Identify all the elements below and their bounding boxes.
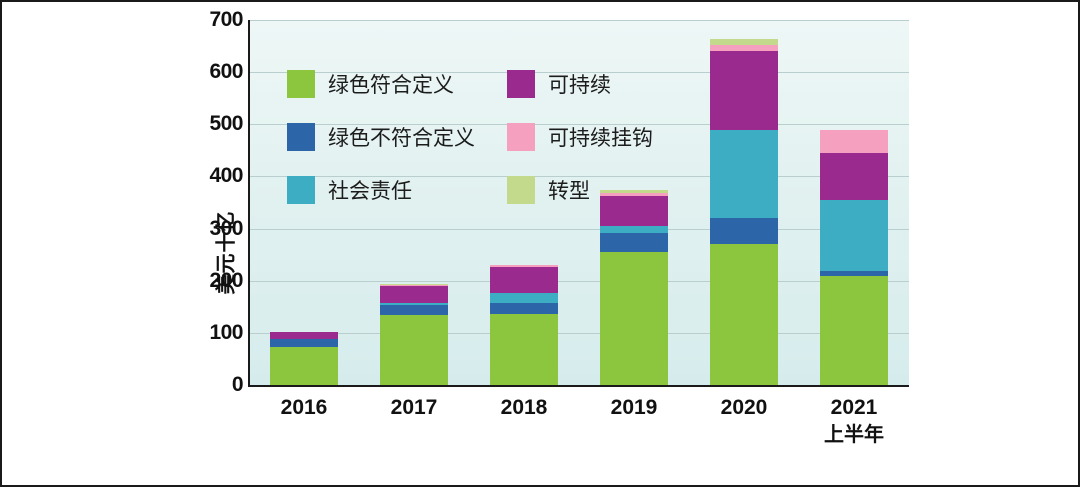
bar-segment-2021-可持续[interactable] xyxy=(820,153,888,200)
bar-2020[interactable] xyxy=(710,39,778,385)
bar-segment-2017-可持续[interactable] xyxy=(380,286,448,303)
y-axis-title: 美元十亿 xyxy=(215,210,238,295)
bar-segment-2019-转型[interactable] xyxy=(600,190,668,193)
bar-segment-2021-社会责任[interactable] xyxy=(820,199,888,272)
bar-segment-2019-可持续挂钩[interactable] xyxy=(600,192,668,197)
legend-item-可持续挂钩[interactable]: 可持续挂钩 xyxy=(507,122,707,152)
bar-segment-2019-可持续[interactable] xyxy=(600,196,668,226)
x-tick-main: 2016 xyxy=(280,396,328,419)
gridline-600 xyxy=(249,72,909,74)
bar-segment-2020-绿色符合定义[interactable] xyxy=(710,244,778,385)
legend-swatch-icon xyxy=(287,69,315,98)
bar-segment-2018-绿色符合定义[interactable] xyxy=(490,313,558,385)
bar-segment-2019-社会责任[interactable] xyxy=(600,225,668,233)
bar-segment-2019-绿色不符合定义[interactable] xyxy=(600,232,668,252)
bar-segment-2017-可持续挂钩[interactable] xyxy=(380,284,448,287)
bar-segment-2018-可持续[interactable] xyxy=(490,266,558,293)
x-tick-label-2017: 2017 xyxy=(359,394,469,422)
x-tick-label-2021: 2021 上半年 xyxy=(799,394,909,449)
x-tick-main: 2020 xyxy=(720,396,768,419)
gridline-200 xyxy=(249,280,909,282)
legend-item-绿色不符合定义[interactable]: 绿色不符合定义 xyxy=(287,122,487,152)
bar-segment-2020-社会责任[interactable] xyxy=(710,129,778,219)
x-tick-sub: 上半年 xyxy=(824,424,884,447)
x-tick-label-2018: 2018 xyxy=(469,394,579,422)
bar-segment-2020-可持续[interactable] xyxy=(710,51,778,130)
legend-label: 可持续挂钩 xyxy=(548,125,653,150)
legend-item-绿色符合定义[interactable]: 绿色符合定义 xyxy=(287,69,487,99)
bar-segment-2018-可持续挂钩[interactable] xyxy=(490,265,558,267)
x-axis-line xyxy=(249,385,909,387)
x-tick-main: 2019 xyxy=(610,396,658,419)
bar-2021[interactable] xyxy=(820,129,888,385)
legend-swatch-icon xyxy=(507,122,535,151)
y-tick-label-600: 600 xyxy=(209,60,243,84)
x-tick-label-2019: 2019 xyxy=(579,394,689,422)
bar-segment-2019-绿色符合定义[interactable] xyxy=(600,251,668,385)
gridline-300 xyxy=(249,228,909,230)
bar-segment-2020-转型[interactable] xyxy=(710,39,778,46)
y-tick-label-0: 0 xyxy=(231,373,244,396)
bar-segment-2017-绿色符合定义[interactable] xyxy=(380,315,448,385)
legend-item-可持续[interactable]: 可持续 xyxy=(507,69,707,99)
bar-segment-2021-绿色符合定义[interactable] xyxy=(820,275,888,385)
bar-segment-2018-转型[interactable] xyxy=(490,264,558,266)
bar-2017[interactable] xyxy=(380,284,448,385)
gridline-400 xyxy=(249,176,909,178)
bar-2016[interactable] xyxy=(270,332,338,385)
legend-label: 转型 xyxy=(548,178,590,203)
bar-segment-2021-可持续挂钩[interactable] xyxy=(820,129,888,153)
y-tick-label-700: 700 xyxy=(209,8,243,31)
chart-legend: 绿色符合定义 可持续绿色不符合定义 可持续挂钩社会责任 转型 xyxy=(287,57,707,216)
bar-segment-2017-绿色不符合定义[interactable] xyxy=(380,305,448,316)
bar-segment-2016-绿色不符合定义[interactable] xyxy=(270,339,338,348)
y-axis-line xyxy=(248,20,250,387)
y-tick-label-300: 300 xyxy=(209,216,243,240)
bar-segment-2016-绿色符合定义[interactable] xyxy=(270,347,338,385)
gridline-100 xyxy=(249,332,909,334)
y-tick-label-200: 200 xyxy=(209,268,243,292)
legend-label: 可持续 xyxy=(548,72,611,97)
legend-swatch-icon xyxy=(287,175,315,204)
bar-segment-2020-绿色不符合定义[interactable] xyxy=(710,218,778,245)
y-tick-label-500: 500 xyxy=(209,112,243,136)
legend-swatch-icon xyxy=(507,175,535,204)
x-tick-main: 2021 xyxy=(830,396,878,419)
legend-label: 绿色符合定义 xyxy=(328,72,454,97)
gridline-500 xyxy=(249,124,909,126)
bar-segment-2018-社会责任[interactable] xyxy=(490,292,558,303)
legend-swatch-icon xyxy=(507,69,535,98)
y-axis-tick-labels: 0 100 200 300 400 500 600 700 xyxy=(177,8,243,396)
x-tick-main: 2017 xyxy=(390,396,438,419)
y-tick-label-100: 100 xyxy=(209,320,243,344)
legend-label: 绿色不符合定义 xyxy=(328,125,475,150)
bar-segment-2017-社会责任[interactable] xyxy=(380,302,448,306)
plot-area xyxy=(249,20,909,386)
bar-segment-2018-绿色不符合定义[interactable] xyxy=(490,302,558,314)
x-tick-label-2016: 2016 xyxy=(249,394,359,422)
legend-item-社会责任[interactable]: 社会责任 xyxy=(287,175,487,205)
bar-segment-2016-可持续[interactable] xyxy=(270,332,338,340)
legend-item-转型[interactable]: 转型 xyxy=(507,175,707,205)
gridline-700 xyxy=(249,20,909,21)
bar-segment-2021-绿色不符合定义[interactable] xyxy=(820,271,888,276)
legend-label: 社会责任 xyxy=(328,178,412,203)
y-tick-label-400: 400 xyxy=(209,164,243,188)
bar-2019[interactable] xyxy=(600,190,668,385)
bar-2018[interactable] xyxy=(490,264,558,385)
bar-segment-2017-转型[interactable] xyxy=(380,284,448,285)
legend-swatch-icon xyxy=(287,122,315,151)
x-tick-label-2020: 2020 xyxy=(689,394,799,422)
bar-segment-2020-可持续挂钩[interactable] xyxy=(710,45,778,52)
x-tick-main: 2018 xyxy=(500,396,548,419)
